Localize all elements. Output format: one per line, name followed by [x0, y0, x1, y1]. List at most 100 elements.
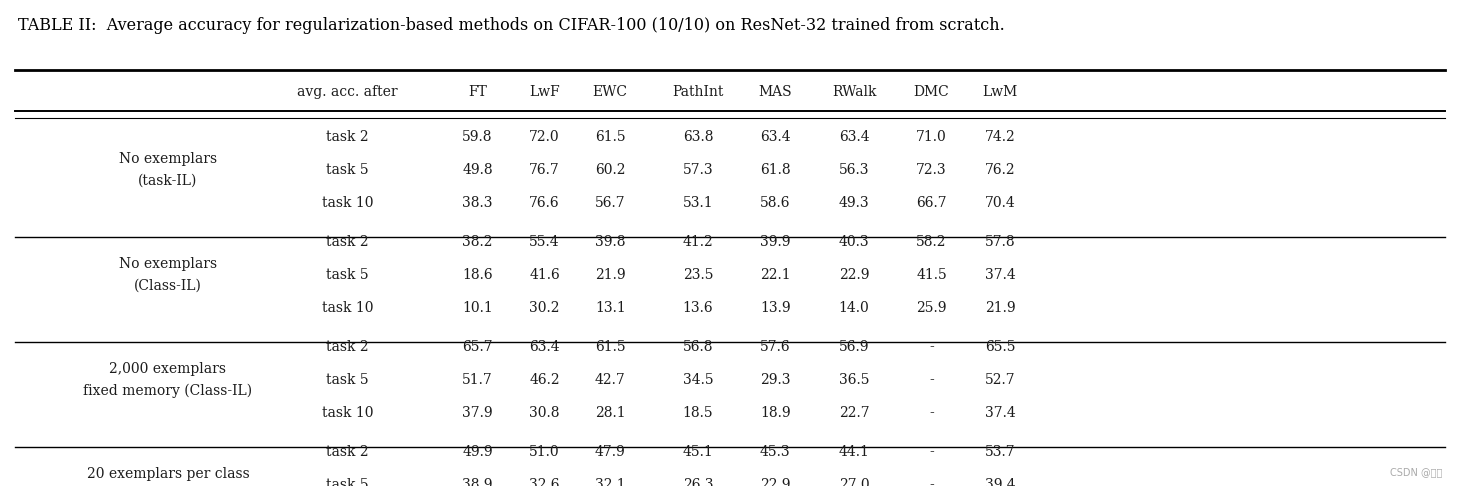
Text: 25.9: 25.9	[917, 301, 946, 315]
Text: 63.4: 63.4	[839, 130, 869, 144]
Text: 76.2: 76.2	[986, 163, 1015, 177]
Text: 18.5: 18.5	[683, 406, 712, 420]
Text: 72.3: 72.3	[917, 163, 946, 177]
Text: task 5: task 5	[326, 373, 369, 387]
Text: 56.8: 56.8	[683, 340, 712, 354]
Text: 63.4: 63.4	[530, 340, 559, 354]
Text: task 5: task 5	[326, 163, 369, 177]
Text: 13.6: 13.6	[683, 301, 712, 315]
Text: 56.7: 56.7	[596, 196, 625, 210]
Text: 49.3: 49.3	[839, 196, 869, 210]
Text: -: -	[929, 340, 934, 354]
Text: 49.9: 49.9	[463, 445, 492, 459]
Text: 74.2: 74.2	[984, 130, 1016, 144]
Text: 22.9: 22.9	[761, 478, 790, 486]
Text: 65.7: 65.7	[463, 340, 492, 354]
Text: MAS: MAS	[758, 86, 793, 99]
Text: 51.0: 51.0	[530, 445, 559, 459]
Text: EWC: EWC	[593, 86, 628, 99]
Text: fixed memory (Class-IL): fixed memory (Class-IL)	[83, 383, 253, 398]
Text: 41.2: 41.2	[682, 235, 714, 249]
Text: 56.9: 56.9	[839, 340, 869, 354]
Text: 66.7: 66.7	[917, 196, 946, 210]
Text: 22.1: 22.1	[761, 268, 790, 282]
Text: 57.6: 57.6	[761, 340, 790, 354]
Text: 46.2: 46.2	[530, 373, 559, 387]
Text: -: -	[929, 373, 934, 387]
Text: 32.6: 32.6	[530, 478, 559, 486]
Text: No exemplars: No exemplars	[118, 153, 218, 166]
Text: 63.8: 63.8	[683, 130, 712, 144]
Text: 13.9: 13.9	[761, 301, 790, 315]
Text: TABLE II:  Average accuracy for regularization-based methods on CIFAR-100 (10/10: TABLE II: Average accuracy for regulariz…	[18, 17, 1004, 34]
Text: 47.9: 47.9	[594, 445, 626, 459]
Text: 14.0: 14.0	[838, 301, 870, 315]
Text: 37.9: 37.9	[463, 406, 492, 420]
Text: 22.7: 22.7	[839, 406, 869, 420]
Text: 22.9: 22.9	[839, 268, 869, 282]
Text: 61.5: 61.5	[596, 130, 625, 144]
Text: 38.2: 38.2	[463, 235, 492, 249]
Text: 29.3: 29.3	[761, 373, 790, 387]
Text: 36.5: 36.5	[839, 373, 869, 387]
Text: 39.4: 39.4	[986, 478, 1015, 486]
Text: FT: FT	[469, 86, 486, 99]
Text: 61.8: 61.8	[761, 163, 790, 177]
Text: 42.7: 42.7	[594, 373, 626, 387]
Text: 51.7: 51.7	[461, 373, 493, 387]
Text: 58.6: 58.6	[761, 196, 790, 210]
Text: 41.5: 41.5	[915, 268, 948, 282]
Text: 70.4: 70.4	[984, 196, 1016, 210]
Text: 10.1: 10.1	[461, 301, 493, 315]
Text: 21.9: 21.9	[596, 268, 625, 282]
Text: -: -	[929, 445, 934, 459]
Text: 45.3: 45.3	[761, 445, 790, 459]
Text: 32.1: 32.1	[596, 478, 625, 486]
Text: 55.4: 55.4	[530, 235, 559, 249]
Text: 71.0: 71.0	[915, 130, 948, 144]
Text: 30.8: 30.8	[530, 406, 559, 420]
Text: 61.5: 61.5	[596, 340, 625, 354]
Text: task 2: task 2	[326, 445, 369, 459]
Text: task 2: task 2	[326, 235, 369, 249]
Text: LwF: LwF	[529, 86, 561, 99]
Text: 38.9: 38.9	[463, 478, 492, 486]
Text: 41.6: 41.6	[529, 268, 561, 282]
Text: task 5: task 5	[326, 268, 369, 282]
Text: 65.5: 65.5	[986, 340, 1015, 354]
Text: (task-IL): (task-IL)	[139, 174, 197, 188]
Text: task 5: task 5	[326, 478, 369, 486]
Text: 38.3: 38.3	[463, 196, 492, 210]
Text: RWalk: RWalk	[832, 86, 876, 99]
Text: 76.7: 76.7	[529, 163, 561, 177]
Text: 53.7: 53.7	[986, 445, 1015, 459]
Text: 56.3: 56.3	[839, 163, 869, 177]
Text: 63.4: 63.4	[761, 130, 790, 144]
Text: 58.2: 58.2	[917, 235, 946, 249]
Text: task 10: task 10	[321, 406, 374, 420]
Text: 34.5: 34.5	[683, 373, 712, 387]
Text: 52.7: 52.7	[986, 373, 1015, 387]
Text: DMC: DMC	[914, 86, 949, 99]
Text: 27.0: 27.0	[839, 478, 869, 486]
Text: 37.4: 37.4	[984, 406, 1016, 420]
Text: 53.1: 53.1	[683, 196, 712, 210]
Text: 13.1: 13.1	[594, 301, 626, 315]
Text: 57.8: 57.8	[986, 235, 1015, 249]
Text: task 2: task 2	[326, 340, 369, 354]
Text: 60.2: 60.2	[596, 163, 625, 177]
Text: 26.3: 26.3	[683, 478, 712, 486]
Text: 2,000 exemplars: 2,000 exemplars	[110, 363, 226, 376]
Text: 18.6: 18.6	[463, 268, 492, 282]
Text: (Class-IL): (Class-IL)	[134, 279, 201, 293]
Text: 20 exemplars per class: 20 exemplars per class	[86, 468, 250, 481]
Text: 39.8: 39.8	[596, 235, 625, 249]
Text: PathInt: PathInt	[672, 86, 724, 99]
Text: avg. acc. after: avg. acc. after	[298, 86, 397, 99]
Text: CSDN @黑马: CSDN @黑马	[1390, 467, 1442, 477]
Text: task 10: task 10	[321, 301, 374, 315]
Text: 40.3: 40.3	[839, 235, 869, 249]
Text: 30.2: 30.2	[530, 301, 559, 315]
Text: 49.8: 49.8	[463, 163, 492, 177]
Text: -: -	[929, 406, 934, 420]
